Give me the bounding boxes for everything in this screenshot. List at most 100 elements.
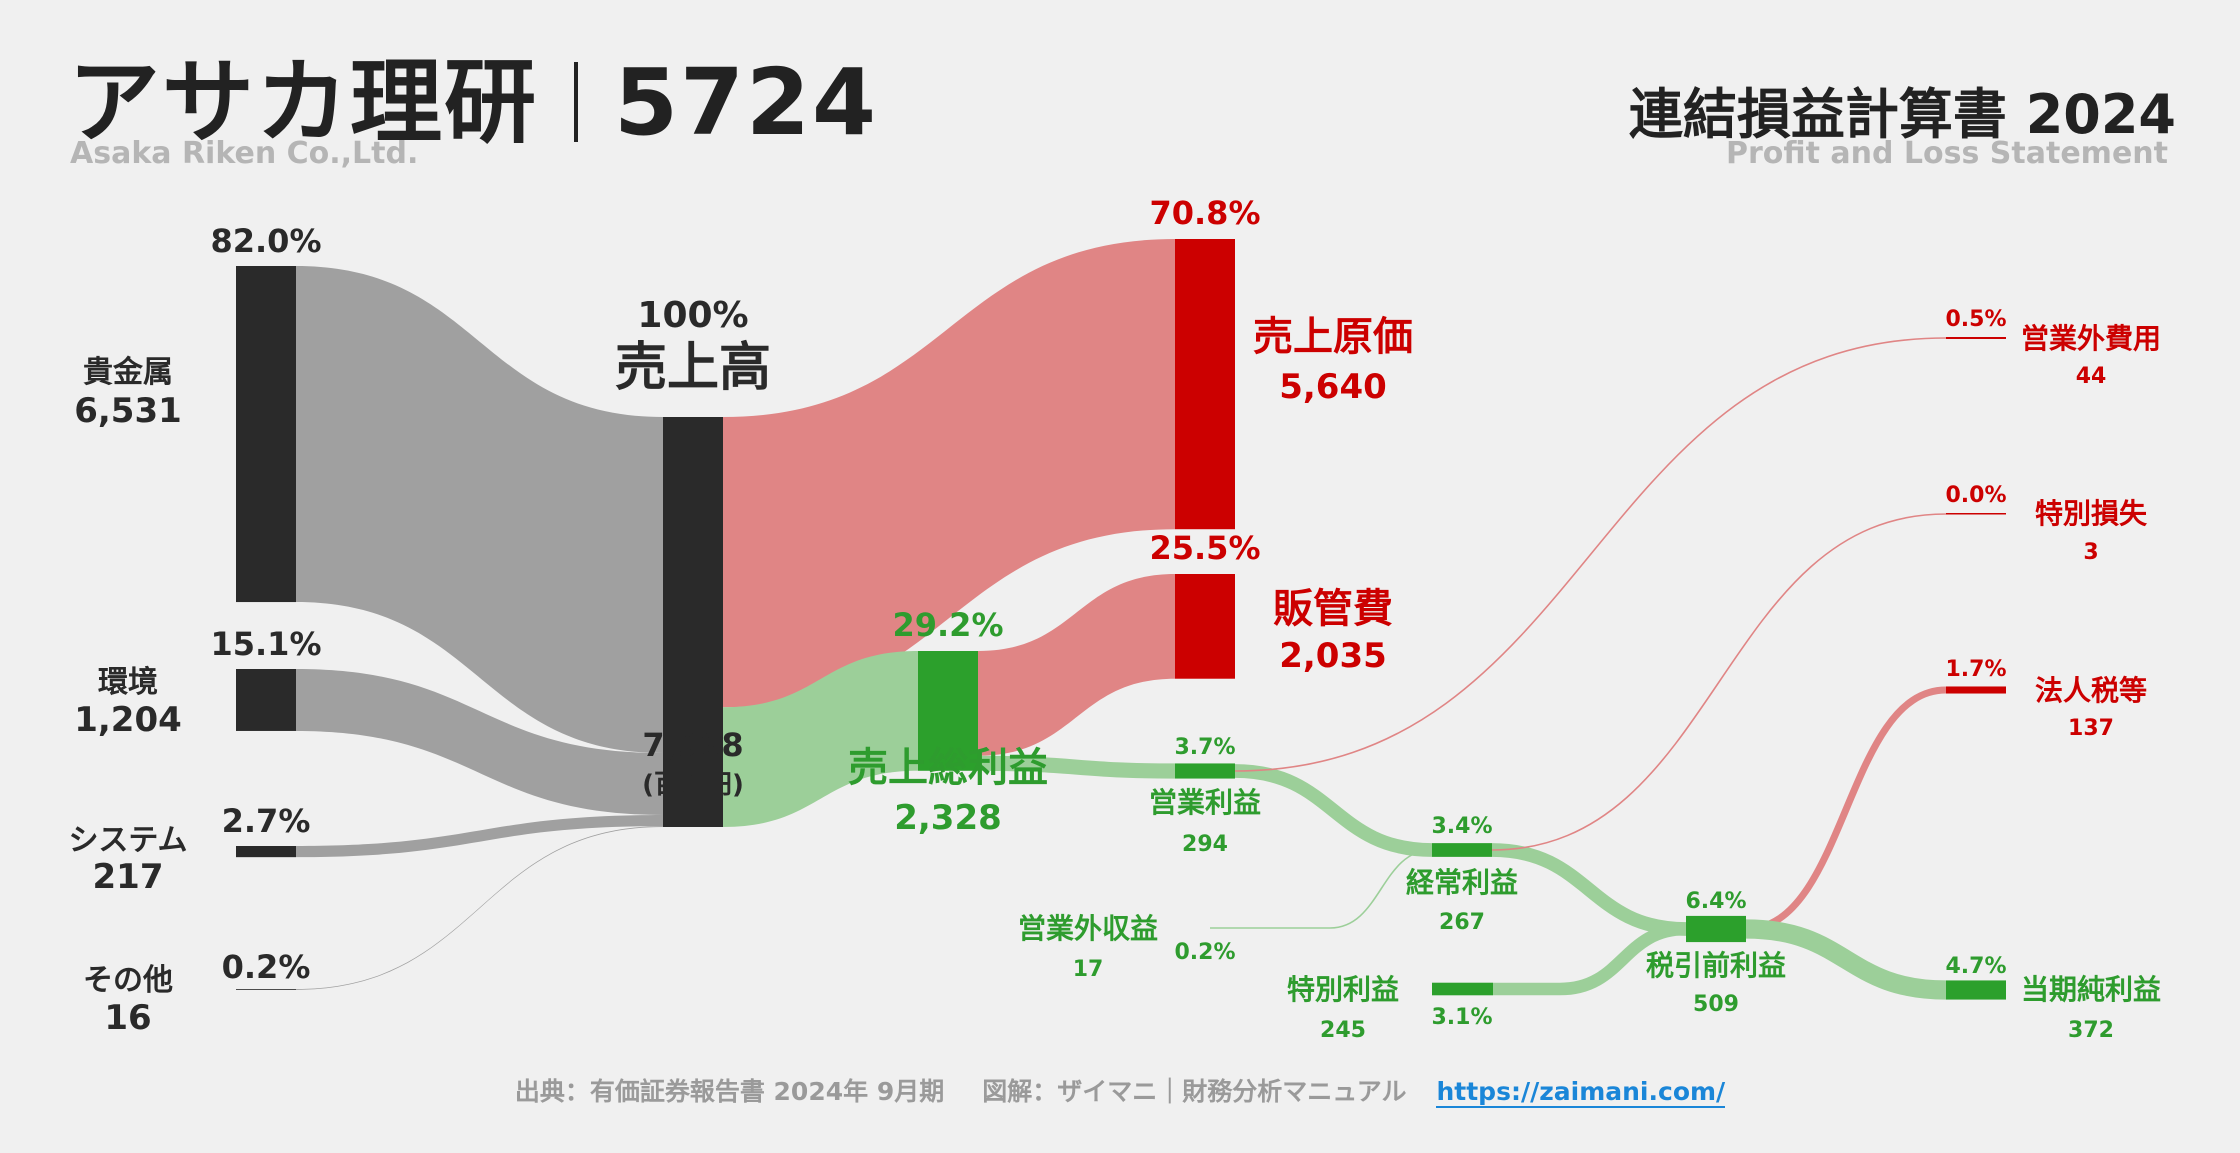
segment-pct-2: 2.7%: [222, 802, 311, 840]
non-operating-expense-flow: [1234, 337, 1947, 772]
extraordinary-loss-label: 特別損失: [2035, 497, 2148, 530]
net-income-value: 372: [2068, 1018, 2114, 1043]
sga-flow: [978, 574, 1175, 756]
label-layer: 貴金属6,53182.0%環境1,20415.1%システム2172.7%その他1…: [68, 194, 2161, 1043]
operating-income-value: 294: [1182, 832, 1228, 857]
unit-label: (百万円): [642, 770, 744, 800]
gross-profit-value: 2,328: [894, 798, 1002, 838]
gross-profit-flow: [723, 651, 918, 827]
segment-label-1: 環境: [98, 665, 158, 700]
title-separator: [574, 62, 579, 142]
extraordinary-income-node: [1432, 982, 1493, 996]
gross-profit-label: 売上総利益: [848, 745, 1048, 791]
non-operating-expense-label: 営業外費用: [2021, 322, 2161, 355]
income-taxes-node: [1946, 686, 2006, 694]
revenue-label: 売上高: [615, 338, 771, 398]
income-taxes-pct: 1.7%: [1945, 657, 2006, 682]
pretax-income-value: 509: [1693, 992, 1739, 1017]
segment-label-3: その他: [83, 963, 173, 998]
segment-value-0: 6,531: [74, 391, 182, 431]
ordinary-income-label: 経常利益: [1406, 866, 1518, 899]
operating-income-flow: [977, 755, 1176, 779]
segment-node-1: [236, 669, 296, 731]
flow-layer: [296, 239, 1947, 1000]
non-operating-income-flow: [1210, 849, 1433, 929]
non-operating-expense-pct: 0.5%: [1945, 307, 2006, 332]
sga-label: 販管費: [1273, 586, 1393, 632]
revenue-value: 7,968: [642, 726, 743, 764]
extraordinary-income-value: 245: [1320, 1018, 1366, 1043]
ordinary-income-flow: [1234, 764, 1433, 857]
cost-of-sales-flow: [723, 239, 1175, 708]
pretax-income-flow: [1491, 843, 1687, 936]
node-layer: [236, 239, 2006, 1000]
extraordinary-income-flow: [1493, 922, 1687, 996]
segment-flow-1: [296, 669, 663, 816]
segment-label-2: システム: [68, 823, 187, 858]
segment-node-0: [236, 266, 296, 603]
extraordinary-loss-flow: [1491, 513, 1947, 851]
extraordinary-income-pct: 3.1%: [1431, 1005, 1492, 1030]
cost-of-sales-label: 売上原価: [1253, 314, 1413, 360]
cost-of-sales-node: [1175, 239, 1235, 530]
zaimani-link[interactable]: https://zaimani.com/: [1436, 1077, 1726, 1108]
stock-code: 5724: [614, 49, 879, 156]
operating-income-pct: 3.7%: [1174, 735, 1235, 760]
company-title: アサカ理研 5724: [68, 28, 878, 161]
non-operating-income-label: 営業外収益: [1018, 912, 1158, 945]
segment-pct-1: 15.1%: [210, 625, 321, 663]
non-operating-income-value: 17: [1073, 957, 1104, 982]
net-income-flow: [1745, 919, 1947, 1000]
gross-profit-node: [918, 651, 978, 771]
segment-value-3: 16: [104, 998, 151, 1038]
income-taxes-value: 137: [2068, 716, 2114, 741]
net-income-node: [1946, 980, 2006, 1000]
segment-pct-3: 0.2%: [222, 948, 311, 986]
extraordinary-loss-value: 3: [2083, 540, 2098, 565]
income-taxes-flow: [1745, 686, 1947, 933]
segment-label-0: 貴金属: [83, 355, 173, 390]
footer: 出典：有価証券報告書 2024年 9月期 図解：ザイマニ｜財務分析マニュアル htt…: [0, 1072, 2240, 1108]
extraordinary-loss-pct: 0.0%: [1945, 483, 2006, 508]
segment-flow-3: [296, 826, 663, 990]
sga-pct: 25.5%: [1149, 529, 1260, 567]
segment-pct-0: 82.0%: [210, 222, 321, 260]
pretax-income-label: 税引前利益: [1646, 949, 1786, 982]
segment-flow-2: [296, 815, 663, 858]
cost-of-sales-pct: 70.8%: [1149, 194, 1260, 232]
sga-value: 2,035: [1279, 636, 1387, 676]
revenue-pct: 100%: [637, 295, 748, 336]
operating-income-label: 営業利益: [1149, 786, 1261, 819]
company-name-en: Asaka Riken Co.,Ltd.: [70, 136, 419, 171]
segment-node-2: [236, 846, 296, 858]
revenue-node: [663, 417, 723, 827]
sga-node: [1175, 574, 1235, 679]
extraordinary-loss-node: [1946, 513, 2006, 515]
ordinary-income-node: [1432, 843, 1492, 857]
segment-node-3: [236, 989, 296, 990]
statement-title-en: Profit and Loss Statement: [1725, 136, 2168, 171]
gross-profit-pct: 29.2%: [892, 606, 1003, 644]
operating-income-node: [1175, 763, 1235, 779]
net-income-pct: 4.7%: [1945, 954, 2006, 979]
credit-note: 図解：ザイマニ｜財務分析マニュアル: [982, 1077, 1407, 1106]
segment-flow-0: [296, 266, 663, 754]
statement-title: 連結損益計算書 2024: [1628, 83, 2176, 146]
income-taxes-label: 法人税等: [2035, 674, 2147, 707]
non-operating-expense-value: 44: [2076, 364, 2107, 389]
ordinary-income-pct: 3.4%: [1431, 814, 1492, 839]
non-operating-income-pct: 0.2%: [1174, 940, 1235, 965]
segment-value-1: 1,204: [74, 700, 182, 740]
pretax-income-node: [1686, 915, 1746, 943]
pretax-income-pct: 6.4%: [1685, 889, 1746, 914]
cost-of-sales-value: 5,640: [1279, 367, 1387, 407]
segment-value-2: 217: [93, 857, 164, 897]
source-note: 出典：有価証券報告書 2024年 9月期: [514, 1077, 945, 1106]
ordinary-income-value: 267: [1439, 910, 1485, 935]
extraordinary-income-label: 特別利益: [1287, 973, 1399, 1006]
non-operating-expense-node: [1946, 337, 2006, 339]
company-name: アサカ理研: [68, 49, 539, 156]
net-income-label: 当期純利益: [2021, 973, 2161, 1006]
